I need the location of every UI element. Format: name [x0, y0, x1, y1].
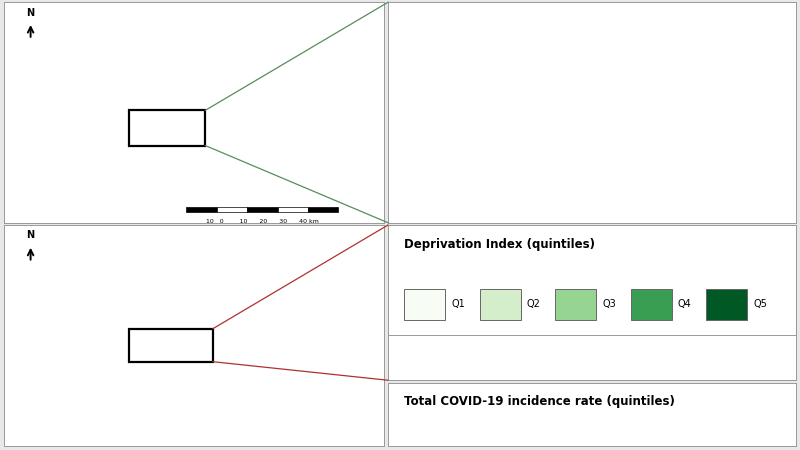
- Text: Q4: Q4: [678, 299, 691, 310]
- Text: Q1: Q1: [451, 299, 465, 310]
- Text: N: N: [26, 230, 34, 240]
- Text: Total COVID-19 incidence rate (quintiles): Total COVID-19 incidence rate (quintiles…: [404, 395, 675, 408]
- Bar: [404, 289, 445, 320]
- Text: Q5: Q5: [753, 299, 767, 310]
- Bar: [217, 207, 247, 212]
- Text: Q3: Q3: [602, 299, 616, 310]
- Bar: [630, 289, 671, 320]
- Text: Q2: Q2: [526, 299, 541, 310]
- Text: 10   0        10      20      30      40 km: 10 0 10 20 30 40 km: [206, 219, 319, 224]
- Bar: [247, 207, 278, 212]
- Bar: [186, 207, 217, 212]
- Bar: [555, 289, 596, 320]
- Text: Deprivation Index (quintiles): Deprivation Index (quintiles): [404, 238, 595, 251]
- Text: N: N: [26, 8, 34, 18]
- Bar: [130, 110, 206, 146]
- Bar: [130, 328, 213, 362]
- Bar: [308, 207, 338, 212]
- Bar: [480, 289, 521, 320]
- Bar: [706, 289, 747, 320]
- Bar: [278, 207, 308, 212]
